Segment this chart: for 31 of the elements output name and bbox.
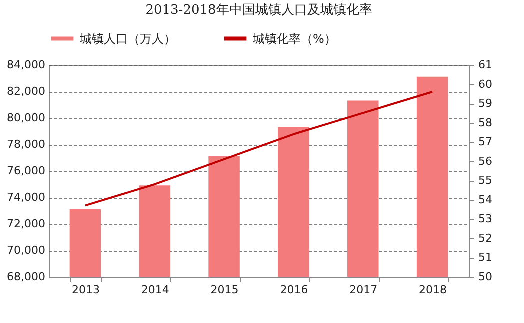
y2-tick-label: 53	[478, 212, 492, 226]
y-tick-label: 72,000	[7, 218, 46, 230]
x-tick-label: 2015	[210, 284, 239, 296]
line-series	[84, 90, 434, 207]
y2-tick-label: 59	[478, 97, 492, 110]
y2-tick-label: 54	[478, 193, 492, 206]
y-tick-label: 74,000	[7, 191, 46, 204]
x-tick-label: 2013	[72, 284, 100, 296]
y2-tick-label: 58	[478, 116, 492, 130]
y2-tick-label: 52	[478, 232, 492, 245]
y2-tick-label: 55	[478, 174, 492, 188]
legend-label: 城镇化率（%）	[252, 32, 336, 46]
y-tick-label: 78,000	[7, 138, 46, 151]
chart-title: 2013-2018年中国城镇人口及城镇化率	[146, 2, 372, 18]
x-tick-label: 2017	[350, 284, 378, 296]
y2-tick-label: 57	[478, 136, 492, 149]
legend-label: 城镇人口（万人）	[79, 32, 176, 46]
y-tick-label: 80,000	[7, 112, 46, 124]
x-tick-label: 2014	[141, 284, 170, 296]
y-tick-label: 84,000	[7, 58, 46, 72]
x-tick-label: 2018	[419, 284, 448, 296]
y-tick-label: 82,000	[7, 85, 46, 98]
y2-tick-label: 51	[478, 251, 492, 264]
y-tick-label: 70,000	[7, 244, 46, 257]
y2-tick-label: 56	[478, 154, 492, 168]
y2-tick-label: 61	[478, 58, 492, 72]
y-tick-label: 76,000	[7, 164, 46, 178]
y2-tick-label: 50	[478, 270, 492, 284]
x-tick-label: 2016	[280, 284, 308, 296]
y2-tick-label: 60	[478, 78, 492, 91]
y-tick-label: 68,000	[7, 270, 46, 284]
